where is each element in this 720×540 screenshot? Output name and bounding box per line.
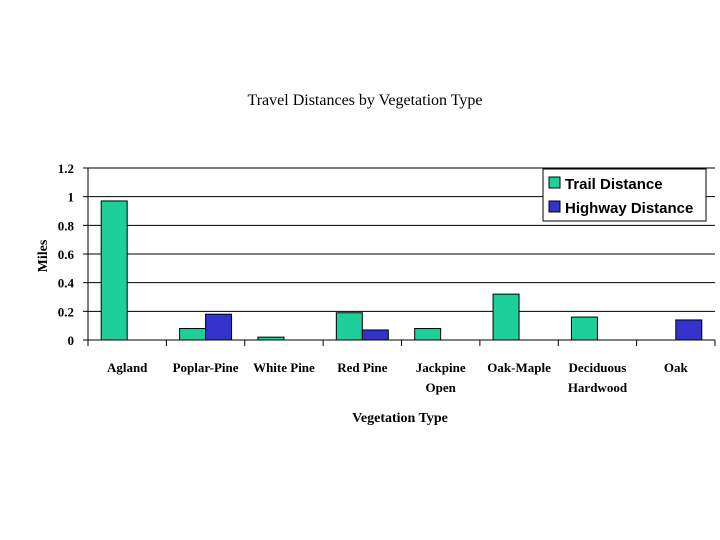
bar-trail-distance: [570, 316, 598, 341]
y-tick-label: 0.8: [58, 218, 75, 233]
x-tick-label: Agland: [107, 360, 148, 375]
legend-box: [542, 168, 707, 222]
y-tick-label: 1.2: [58, 161, 74, 176]
chart-title: Travel Distances by Vegetation Type: [247, 92, 483, 109]
bar-trail-distance: [492, 293, 520, 341]
legend-label: Trail Distance: [565, 176, 663, 193]
x-tick-label: Deciduous Hardwood: [568, 360, 628, 395]
legend-label: Highway Distance: [565, 200, 693, 217]
y-tick-label: 0: [68, 333, 75, 348]
x-tick-label: Oak-Maple: [487, 360, 551, 375]
bar-trail-distance: [414, 328, 442, 341]
bar-trail-distance: [335, 312, 363, 341]
y-tick-label: 1: [68, 190, 75, 205]
x-tick-label: Jackpine Open: [416, 360, 466, 395]
bar-highway-distance: [675, 319, 703, 341]
x-tick-label: Oak: [664, 360, 689, 375]
bar-highway-distance: [361, 329, 389, 341]
x-axis-label: Vegetation Type: [352, 411, 448, 426]
y-tick-label: 0.6: [58, 247, 75, 262]
legend-swatch: [548, 200, 561, 213]
y-tick-label: 0.2: [58, 304, 74, 319]
x-tick-label: Red Pine: [337, 360, 387, 375]
bar-highway-distance: [205, 313, 233, 341]
legend: Trail Distance Highway Distance: [542, 168, 707, 222]
bar-trail-distance: [100, 200, 128, 341]
x-tick-label: White Pine: [253, 360, 315, 375]
bar-trail-distance: [179, 328, 207, 341]
legend-swatch: [548, 176, 561, 189]
x-tick-label: Poplar-Pine: [173, 360, 239, 375]
y-axis-label: Miles: [36, 239, 51, 272]
y-tick-label: 0.4: [58, 276, 75, 291]
